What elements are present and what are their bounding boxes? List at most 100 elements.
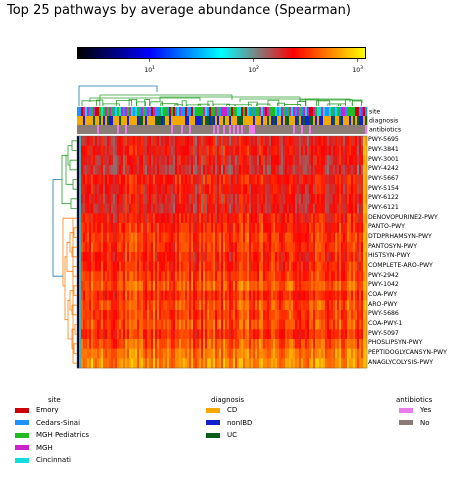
heatmap-cell — [343, 261, 346, 272]
legend-label: MGH — [36, 443, 53, 452]
heatmap-cell — [135, 339, 138, 349]
heatmap-cell — [287, 261, 290, 272]
heatmap-cell — [115, 281, 118, 291]
heatmap-cell — [331, 184, 334, 195]
heatmap-cell — [131, 281, 134, 291]
legend-item-antibiotics: No — [399, 419, 430, 427]
heatmap-cell — [255, 339, 258, 349]
heatmap-cell — [109, 136, 112, 146]
heatmap-cell — [183, 261, 186, 272]
heatmap-cell — [349, 232, 352, 243]
heatmap-cell — [353, 136, 356, 146]
heatmap-cell — [227, 329, 230, 340]
heatmap-cell — [113, 232, 116, 243]
heatmap-cell — [209, 174, 212, 185]
heatmap-cell — [313, 232, 316, 243]
heatmap-cell — [269, 184, 272, 195]
heatmap-cell — [125, 174, 128, 185]
annotation-cell-antibiotics — [153, 125, 156, 134]
heatmap-cell — [217, 252, 220, 262]
heatmap-cell — [187, 290, 190, 301]
heatmap-cell — [259, 136, 262, 146]
heatmap-cell — [111, 223, 114, 233]
heatmap-cell — [279, 145, 282, 156]
heatmap-cell — [227, 271, 230, 282]
heatmap-cell — [207, 281, 210, 291]
annotation-cell-antibiotics — [179, 125, 182, 134]
heatmap-cell — [139, 329, 142, 340]
heatmap-cell — [313, 242, 316, 253]
heatmap-cell — [313, 348, 316, 359]
annotation-cell-antibiotics — [219, 125, 222, 134]
heatmap-cell — [215, 184, 218, 195]
heatmap-cell — [111, 329, 114, 340]
heatmap-cell — [211, 290, 214, 301]
heatmap-cell — [285, 145, 288, 156]
heatmap-cell — [233, 310, 236, 320]
heatmap-cell — [123, 223, 126, 233]
heatmap-cell — [155, 271, 158, 282]
legend-label: nonIBD — [227, 418, 253, 427]
heatmap-cell — [209, 194, 212, 204]
heatmap-cell — [287, 319, 290, 330]
heatmap-cell — [237, 310, 240, 320]
heatmap-cell — [331, 203, 334, 214]
heatmap-cell — [101, 358, 104, 369]
heatmap-cell — [147, 145, 150, 156]
heatmap-cell — [293, 300, 296, 311]
heatmap-cell — [79, 310, 82, 320]
heatmap-cell — [201, 194, 204, 204]
heatmap-cell — [245, 261, 248, 272]
heatmap-cell — [221, 252, 224, 262]
heatmap-cell — [305, 165, 308, 175]
heatmap-cell — [263, 339, 266, 349]
heatmap-cell — [209, 155, 212, 166]
heatmap-cell — [319, 348, 322, 359]
heatmap-cell — [335, 319, 338, 330]
annotation-cell-diagnosis — [303, 116, 306, 125]
heatmap-cell — [87, 358, 90, 369]
heatmap-cell — [323, 174, 326, 185]
heatmap-cell — [309, 232, 312, 243]
heatmap-cell — [293, 194, 296, 204]
annotation-cell-antibiotics — [227, 125, 230, 134]
heatmap-cell — [301, 155, 304, 166]
heatmap-cell — [223, 310, 226, 320]
heatmap-cell — [339, 300, 342, 311]
heatmap-cell — [85, 290, 88, 301]
heatmap-cell — [79, 155, 82, 166]
annotation-cell-diagnosis — [201, 116, 204, 125]
heatmap-cell — [83, 281, 86, 291]
heatmap-cell — [281, 136, 284, 146]
heatmap-cell — [223, 300, 226, 311]
heatmap-cell — [199, 174, 202, 185]
heatmap-cell — [357, 194, 360, 204]
heatmap-cell — [315, 339, 318, 349]
heatmap-cell — [209, 184, 212, 195]
heatmap-cell — [121, 348, 124, 359]
heatmap-cell — [107, 271, 110, 282]
heatmap-cell — [173, 213, 176, 224]
annotation-cell-site — [83, 107, 86, 116]
heatmap-cell — [81, 261, 84, 272]
heatmap-cell — [201, 223, 204, 233]
heatmap-cell — [285, 261, 288, 272]
heatmap-cell — [129, 329, 132, 340]
heatmap-cell — [295, 223, 298, 233]
heatmap-cell — [289, 242, 292, 253]
heatmap-cell — [265, 232, 268, 243]
heatmap-cell — [279, 242, 282, 253]
heatmap-cell — [335, 252, 338, 262]
heatmap-cell — [79, 184, 82, 195]
heatmap-cell — [115, 223, 118, 233]
heatmap-cell — [145, 290, 148, 301]
heatmap-cell — [165, 290, 168, 301]
heatmap-cell — [351, 339, 354, 349]
heatmap-cell — [295, 290, 298, 301]
heatmap-cell — [333, 339, 336, 349]
annotation-cell-antibiotics — [331, 125, 334, 134]
heatmap-cell — [213, 271, 216, 282]
heatmap-cell — [209, 271, 212, 282]
heatmap-cell — [301, 184, 304, 195]
heatmap-cell — [261, 339, 264, 349]
